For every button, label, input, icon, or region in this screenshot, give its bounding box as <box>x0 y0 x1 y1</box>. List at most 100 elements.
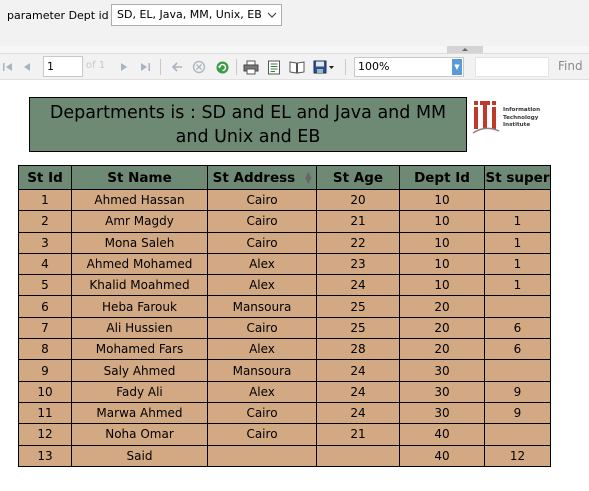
report-title-line-2: and Unix and EB <box>175 127 321 147</box>
table-cell: 6 <box>484 338 551 361</box>
table-cell: 25 <box>316 316 400 340</box>
table-cell: Heba Farouk <box>71 295 208 318</box>
next-page-icon[interactable] <box>116 58 132 76</box>
table-cell <box>207 444 317 467</box>
print-icon[interactable] <box>243 58 259 76</box>
table-cell: Mansoura <box>207 359 317 382</box>
table-cell: Khalid Moahmed <box>71 274 208 297</box>
find-input[interactable] <box>475 57 549 77</box>
table-cell: 24 <box>316 359 400 382</box>
table-row: 6 Heba Farouk Mansoura 25 20 <box>18 295 551 318</box>
dept-id-select[interactable]: SD, EL, Java, MM, Unix, EB <box>111 4 282 26</box>
table-cell: 1 <box>18 188 72 212</box>
table-cell: 25 <box>316 295 400 318</box>
iti-logo: Information Technology Institute <box>472 97 548 139</box>
column-header-st-super: St super <box>484 165 551 190</box>
table-cell: 12 <box>484 444 551 467</box>
table-cell: Cairo <box>207 231 317 254</box>
table-cell: Cairo <box>207 316 317 340</box>
table-cell: 10 <box>399 231 485 254</box>
table-cell: Amr Magdy <box>71 210 208 233</box>
table-cell <box>484 359 551 382</box>
table-cell: Saly Ahmed <box>71 359 208 382</box>
table-cell: 10 <box>399 188 485 212</box>
parameter-splitter[interactable] <box>0 46 589 54</box>
report-title-line-1: Departments is : SD and EL and Java and … <box>49 103 447 123</box>
column-header-st-address[interactable]: St Address ▲ ▼ <box>207 165 317 190</box>
collapse-parameters-button[interactable] <box>447 46 483 53</box>
refresh-icon[interactable] <box>214 58 230 76</box>
table-cell: 9 <box>484 380 551 403</box>
table-cell: 12 <box>18 423 72 446</box>
table-cell <box>484 423 551 446</box>
report-title: Departments is : SD and EL and Java and … <box>29 97 467 152</box>
table-row: 1 Ahmed Hassan Cairo 20 10 <box>18 188 551 212</box>
table-cell <box>484 188 551 212</box>
toolbar-separator <box>160 59 161 75</box>
table-cell: 20 <box>316 188 400 212</box>
page-of-label: of 1 <box>86 60 106 71</box>
stop-icon[interactable] <box>191 58 207 76</box>
table-cell: 1 <box>484 274 551 297</box>
table-cell: 9 <box>484 401 551 425</box>
prev-page-icon[interactable] <box>19 58 35 76</box>
export-icon[interactable] <box>312 58 336 76</box>
table-cell: Cairo <box>207 423 317 446</box>
table-cell: 40 <box>399 423 485 446</box>
toolbar-separator <box>345 59 346 75</box>
table-cell: 10 <box>18 380 72 403</box>
table-cell: 10 <box>399 210 485 233</box>
first-page-icon[interactable] <box>0 58 16 76</box>
table-cell <box>316 444 400 467</box>
table-cell: Alex <box>207 252 317 276</box>
table-cell: 30 <box>399 359 485 382</box>
page-number-input[interactable]: 1 <box>43 56 83 77</box>
parameter-bar: parameter Dept id SD, EL, Java, MM, Unix… <box>0 0 589 46</box>
table-cell: 21 <box>316 423 400 446</box>
table-row: 13 Said 40 12 <box>18 444 551 467</box>
table-cell: 40 <box>399 444 485 467</box>
table-cell: 10 <box>399 274 485 297</box>
zoom-select[interactable]: 100% ▼ <box>354 57 464 77</box>
report-toolbar: 1 of 1 100% ▼ Find <box>0 54 589 80</box>
sort-icon[interactable]: ▲ ▼ <box>305 169 312 185</box>
table-cell: 1 <box>484 252 551 276</box>
table-cell: 22 <box>316 231 400 254</box>
table-cell: Ali Hussien <box>71 316 208 340</box>
students-table: St Id St Name St Address ▲ ▼ St Age Dept I… <box>18 165 551 467</box>
table-cell: 1 <box>484 210 551 233</box>
table-row: 4 Ahmed Mohamed Alex 23 10 1 <box>18 252 551 276</box>
table-cell: 8 <box>18 338 72 361</box>
table-row: 5 Khalid Moahmed Alex 24 10 1 <box>18 274 551 297</box>
table-row: 7 Ali Hussien Cairo 25 20 6 <box>18 316 551 340</box>
table-cell: Noha Omar <box>71 423 208 446</box>
parameter-label: parameter Dept id <box>7 9 109 22</box>
table-cell: 3 <box>18 231 72 254</box>
back-icon[interactable] <box>169 58 185 76</box>
table-cell: 11 <box>18 401 72 425</box>
table-cell: Cairo <box>207 401 317 425</box>
table-cell: Alex <box>207 380 317 403</box>
print-layout-icon[interactable] <box>289 58 305 76</box>
table-header-row: St Id St Name St Address ▲ ▼ St Age Dept I… <box>18 165 551 190</box>
toolbar-separator <box>236 59 237 75</box>
chevron-down-icon[interactable]: ▼ <box>452 59 462 75</box>
page-setup-icon[interactable] <box>266 58 282 76</box>
table-cell: 24 <box>316 401 400 425</box>
find-button[interactable]: Find <box>558 59 583 73</box>
table-cell: 5 <box>18 274 72 297</box>
table-row: 2 Amr Magdy Cairo 21 10 1 <box>18 210 551 233</box>
table-cell: 9 <box>18 359 72 382</box>
table-cell: 30 <box>399 401 485 425</box>
last-page-icon[interactable] <box>137 58 153 76</box>
column-header-st-id: St Id <box>18 165 72 190</box>
table-cell: 6 <box>18 295 72 318</box>
table-cell: 4 <box>18 252 72 276</box>
chevron-down-icon[interactable] <box>267 5 277 33</box>
table-cell: 21 <box>316 210 400 233</box>
iti-logo-text: Information Technology Institute <box>503 107 541 128</box>
table-cell: Fady Ali <box>71 380 208 403</box>
table-row: 8 Mohamed Fars Alex 28 20 6 <box>18 338 551 361</box>
table-cell: 30 <box>399 380 485 403</box>
table-cell: Cairo <box>207 210 317 233</box>
